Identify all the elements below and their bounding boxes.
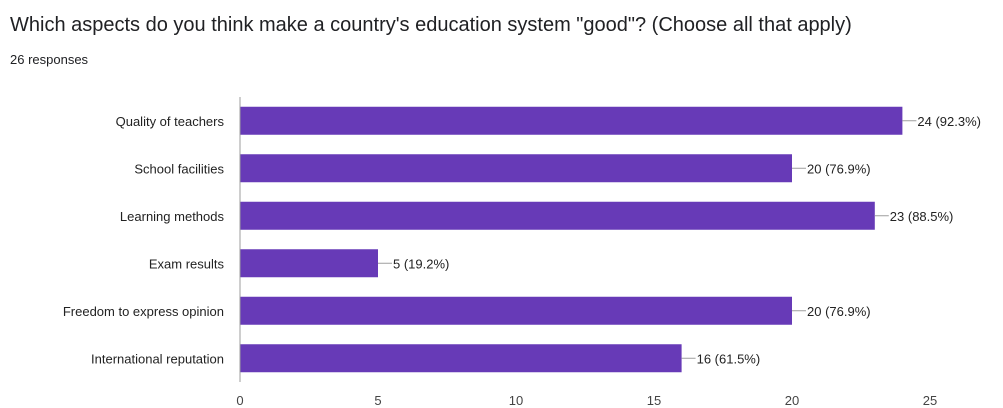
response-count: 26 responses	[10, 52, 89, 67]
category-label: School facilities	[134, 161, 224, 176]
bar	[240, 201, 875, 230]
bar	[240, 296, 792, 325]
data-label: 20 (76.9%)	[807, 161, 871, 176]
chart-title: Which aspects do you think make a countr…	[10, 14, 852, 36]
bar	[240, 154, 792, 183]
x-tick-label: 10	[509, 393, 523, 408]
x-tick-label: 20	[785, 393, 799, 408]
data-label: 23 (88.5%)	[890, 209, 954, 224]
bar	[240, 106, 903, 135]
category-label: Exam results	[149, 256, 225, 271]
data-label: 24 (92.3%)	[917, 114, 981, 129]
bars-layer	[240, 106, 903, 373]
category-label: International reputation	[91, 351, 224, 366]
bar	[240, 249, 378, 278]
data-label: 16 (61.5%)	[697, 351, 761, 366]
data-label: 5 (19.2%)	[393, 256, 449, 271]
x-tick-label: 15	[647, 393, 661, 408]
x-tick-label: 0	[236, 393, 243, 408]
category-label: Learning methods	[120, 209, 225, 224]
labels-layer: Quality of teachers 24 (92.3%) School faci…	[63, 114, 981, 367]
category-label: Quality of teachers	[116, 114, 225, 129]
axis-layer: 0 5 10 15 20 25	[236, 97, 937, 408]
x-tick-label: 5	[374, 393, 381, 408]
x-tick-label: 25	[923, 393, 937, 408]
bar	[240, 344, 682, 373]
category-label: Freedom to express opinion	[63, 304, 224, 319]
data-label: 20 (76.9%)	[807, 304, 871, 319]
